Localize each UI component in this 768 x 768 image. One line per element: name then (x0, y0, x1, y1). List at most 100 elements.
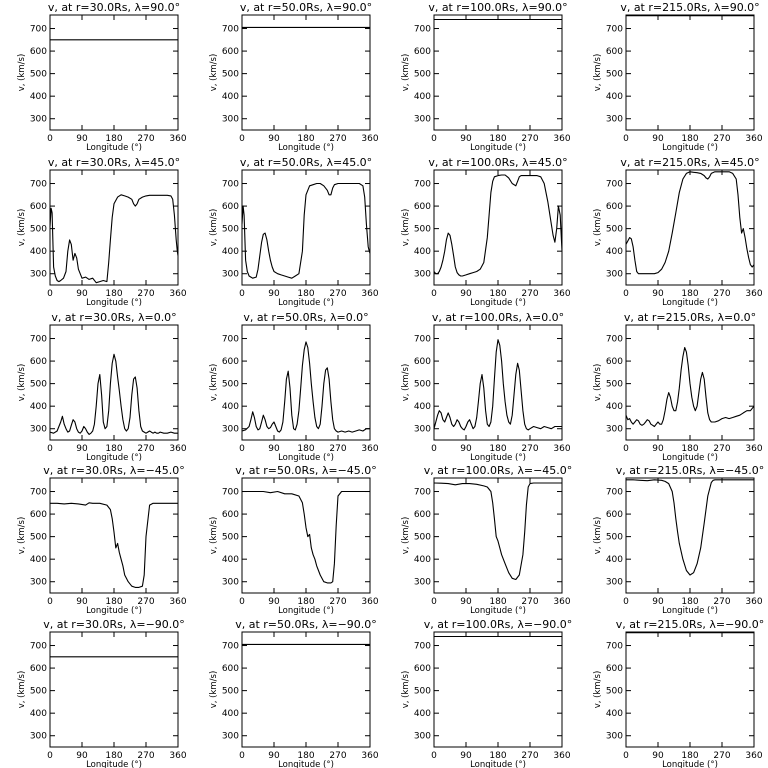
y-tick-label: 400 (606, 92, 623, 102)
y-tick-label: 600 (414, 47, 431, 57)
x-tick-label: 360 (553, 134, 570, 144)
y-tick-label: 600 (606, 202, 623, 212)
x-tick-label: 0 (47, 751, 53, 761)
y-tick-label: 700 (222, 25, 239, 35)
x-tick-label: 180 (681, 134, 698, 144)
y-tick-label: 400 (414, 402, 431, 412)
y-axis-label: v, (km/s) (17, 517, 27, 555)
y-tick-label: 700 (606, 180, 623, 190)
plot-frame (625, 477, 755, 594)
y-tick-label: 400 (222, 402, 239, 412)
x-tick-label: 360 (361, 751, 378, 761)
x-axis-label: Longitude (°) (470, 298, 526, 308)
y-tick-label: 300 (414, 425, 431, 435)
y-tick-label: 400 (222, 92, 239, 102)
y-tick-label: 400 (414, 247, 431, 257)
y-tick-label: 500 (414, 225, 431, 235)
y-tick-label: 700 (606, 642, 623, 652)
y-tick-label: 700 (414, 335, 431, 345)
series-line (241, 182, 371, 279)
series-line (433, 482, 562, 581)
chart-title: v, at r=50.0Rs, λ=90.0° (240, 1, 372, 14)
y-tick-label: 300 (606, 578, 623, 588)
x-tick-label: 90 (76, 751, 88, 761)
x-tick-label: 0 (623, 751, 629, 761)
x-tick-label: 0 (239, 597, 245, 607)
y-axis-label: v, (km/s) (401, 209, 411, 247)
y-tick-label: 500 (414, 687, 431, 697)
x-tick-label: 270 (713, 597, 730, 607)
y-tick-label: 300 (606, 732, 623, 742)
chart-panel: v, at r=50.0Rs, λ=90.0° 0 90 180 270 360 300 40… (209, 1, 379, 153)
y-axis-label: v, (km/s) (209, 209, 219, 247)
y-tick-label: 400 (414, 709, 431, 719)
y-tick-label: 700 (222, 180, 239, 190)
y-tick-label: 400 (414, 555, 431, 565)
x-tick-label: 90 (76, 444, 88, 454)
x-axis-label: Longitude (°) (86, 606, 142, 616)
x-tick-label: 90 (76, 597, 88, 607)
y-tick-label: 500 (30, 687, 47, 697)
x-axis-label: Longitude (°) (470, 760, 526, 768)
x-tick-label: 90 (268, 289, 280, 299)
chart-panel: v, at r=215.0Rs, λ=−45.0° 0 90 180 270 360 300… (593, 464, 764, 616)
x-axis-label: Longitude (°) (86, 143, 142, 153)
y-tick-label: 500 (606, 225, 623, 235)
y-tick-label: 300 (606, 270, 623, 280)
chart-panel: v, at r=100.0Rs, λ=−90.0° 0 90 180 270 360 300… (401, 618, 572, 768)
y-tick-label: 300 (606, 425, 623, 435)
y-tick-label: 500 (30, 380, 47, 390)
y-tick-label: 600 (606, 357, 623, 367)
x-tick-label: 180 (297, 134, 314, 144)
y-tick-label: 700 (606, 335, 623, 345)
y-axis-label: v, (km/s) (593, 54, 603, 92)
y-tick-label: 400 (606, 247, 623, 257)
x-tick-label: 270 (329, 751, 346, 761)
x-tick-label: 270 (521, 444, 538, 454)
x-tick-label: 270 (329, 289, 346, 299)
x-axis-label: Longitude (°) (278, 760, 334, 768)
x-tick-label: 0 (431, 597, 437, 607)
y-tick-label: 300 (222, 732, 239, 742)
y-tick-label: 300 (30, 425, 47, 435)
x-tick-label: 180 (681, 289, 698, 299)
y-tick-label: 600 (30, 664, 47, 674)
plot-frame (433, 477, 563, 594)
plot-frame (241, 14, 371, 131)
x-tick-label: 270 (329, 597, 346, 607)
series-line (49, 353, 178, 435)
x-axis-label: Longitude (°) (278, 453, 334, 463)
x-tick-label: 0 (623, 597, 629, 607)
y-tick-label: 300 (222, 425, 239, 435)
chart-panel: v, at r=30.0Rs, λ=−45.0° 0 90 180 270 360 300 4… (17, 464, 187, 616)
x-tick-label: 90 (76, 134, 88, 144)
y-axis-label: v, (km/s) (17, 209, 27, 247)
x-tick-label: 90 (460, 597, 472, 607)
chart-panel: v, at r=30.0Rs, λ=0.0° 0 90 180 270 360 300 400… (17, 311, 187, 463)
y-axis-label: v, (km/s) (17, 364, 27, 402)
x-tick-label: 180 (297, 444, 314, 454)
x-tick-label: 270 (521, 289, 538, 299)
x-tick-label: 360 (169, 444, 186, 454)
chart-title: v, at r=100.0Rs, λ=0.0° (432, 311, 564, 324)
y-tick-label: 400 (222, 709, 239, 719)
chart-panel: v, at r=100.0Rs, λ=0.0° 0 90 180 270 360 300 40… (401, 311, 571, 463)
chart-title: v, at r=215.0Rs, λ=0.0° (624, 311, 756, 324)
y-tick-label: 300 (222, 578, 239, 588)
x-tick-label: 270 (137, 134, 154, 144)
y-tick-label: 300 (222, 115, 239, 125)
y-tick-label: 700 (414, 488, 431, 498)
x-tick-label: 90 (652, 134, 664, 144)
plot-frame (241, 477, 371, 594)
chart-title: v, at r=50.0Rs, λ=−45.0° (235, 464, 377, 477)
x-axis-label: Longitude (°) (662, 760, 718, 768)
x-tick-label: 180 (105, 597, 122, 607)
x-tick-label: 180 (681, 597, 698, 607)
plot-frame (241, 169, 371, 286)
y-tick-label: 400 (222, 555, 239, 565)
x-tick-label: 90 (268, 444, 280, 454)
y-tick-label: 400 (222, 247, 239, 257)
y-axis-label: v, (km/s) (209, 364, 219, 402)
x-axis-label: Longitude (°) (278, 143, 334, 153)
chart-panel: v, at r=50.0Rs, λ=45.0° 0 90 180 270 360 300 40… (209, 156, 379, 308)
